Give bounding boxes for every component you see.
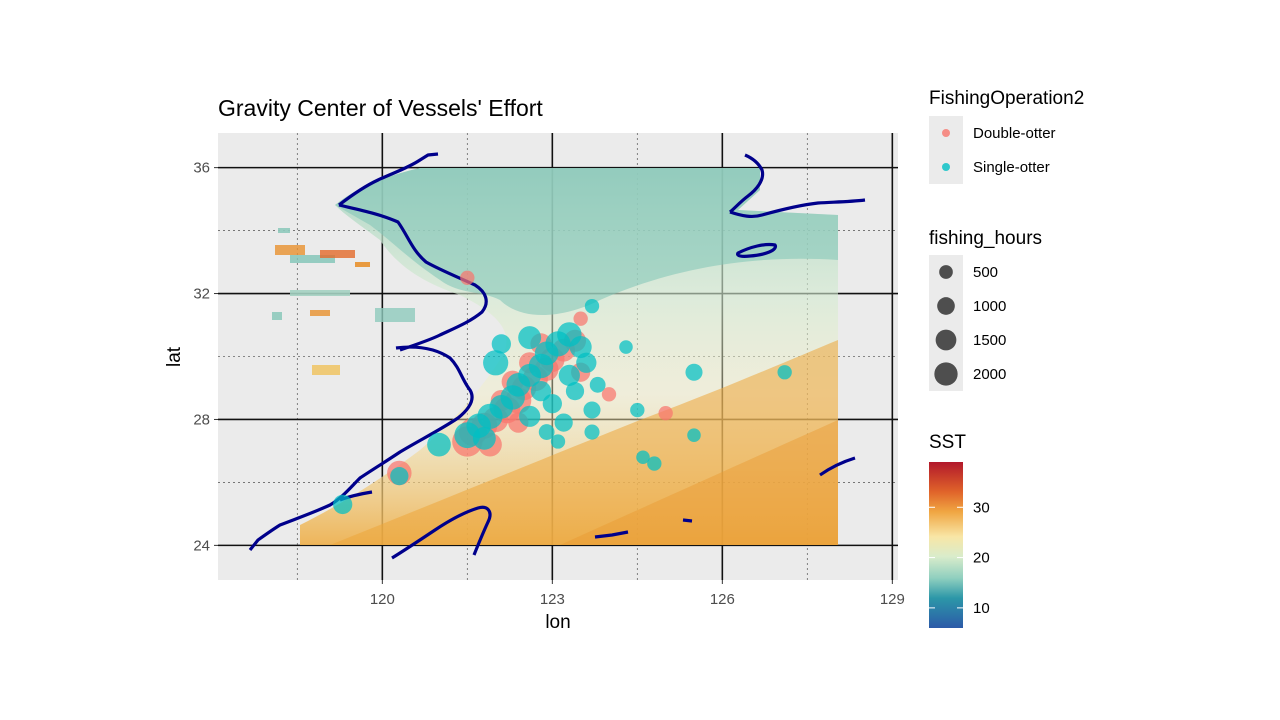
point-single-otter <box>565 382 585 401</box>
point-single-otter <box>554 413 573 432</box>
point-single-otter <box>530 380 552 402</box>
y-tick-label: 32 <box>193 286 210 303</box>
legend-key-single-otter <box>942 163 950 171</box>
legend-key-double-otter <box>942 129 950 137</box>
coast-island-1 <box>594 530 629 539</box>
point-single-otter <box>584 298 600 314</box>
sst-patches-west <box>272 228 415 375</box>
y-axis-ticks: 24 28 32 36 <box>193 160 218 554</box>
point-single-otter <box>390 467 409 486</box>
x-tick-label: 123 <box>540 591 565 608</box>
point-double-otter <box>658 405 673 421</box>
point-single-otter <box>636 450 650 465</box>
size-legend-label: 500 <box>973 264 998 281</box>
point-single-otter <box>685 363 703 381</box>
y-tick-label: 36 <box>193 160 210 177</box>
point-single-otter <box>427 432 451 457</box>
point-single-otter <box>483 350 509 376</box>
legend-label-single-otter: Single-otter <box>973 159 1050 176</box>
point-single-otter <box>576 352 597 373</box>
point-single-otter <box>558 364 580 386</box>
chart-title: Gravity Center of Vessels' Effort <box>218 95 543 121</box>
sst-field-warm-east <box>560 420 838 545</box>
point-single-otter <box>584 424 600 440</box>
legend-sst-title: SST <box>929 432 966 453</box>
coast-ryukyu <box>819 456 856 477</box>
point-single-otter <box>777 365 792 380</box>
size-legend-key <box>934 362 958 386</box>
point-single-otter <box>472 426 496 450</box>
sst-tick-label: 20 <box>973 550 990 567</box>
point-single-otter <box>538 424 555 440</box>
coast-taiwan <box>391 505 492 560</box>
point-single-otter <box>550 434 566 449</box>
point-single-otter <box>687 428 701 442</box>
coast-island-2 <box>682 518 693 523</box>
legend-sst: SST 10 20 30 <box>929 432 990 628</box>
x-tick-label: 129 <box>880 591 905 608</box>
y-tick-label: 24 <box>193 537 210 554</box>
point-single-otter <box>333 494 353 515</box>
sst-colorbar-ticks: 10 20 30 <box>929 499 990 617</box>
coast-shandong <box>338 152 439 207</box>
x-axis-label: lon <box>545 612 570 633</box>
coast-korea-west <box>728 153 765 214</box>
y-axis-label: lat <box>164 346 185 367</box>
legend-fishing-hours: fishing_hours 500 1000 1500 2000 <box>929 228 1042 391</box>
coastline <box>248 152 866 560</box>
size-legend-label: 1500 <box>973 332 1006 349</box>
size-legend-key <box>935 329 957 351</box>
size-legend-label: 2000 <box>973 366 1006 383</box>
point-single-otter <box>518 326 542 350</box>
point-single-otter <box>647 456 662 471</box>
point-single-otter <box>630 402 645 418</box>
sst-field-warm <box>330 340 838 545</box>
size-legend-label: 1000 <box>973 298 1006 315</box>
y-tick-label: 28 <box>193 411 210 428</box>
point-single-otter <box>619 340 633 354</box>
point-single-otter <box>569 336 592 359</box>
data-points <box>333 270 792 515</box>
coast-jiangsu <box>338 203 488 352</box>
legend-color-title: FishingOperation2 <box>929 88 1084 109</box>
point-single-otter <box>491 334 511 354</box>
point-single-otter <box>589 376 606 393</box>
size-legend-key <box>939 265 953 279</box>
size-legend-key <box>937 297 955 315</box>
sst-tick-label: 10 <box>973 600 990 617</box>
legend-label-double-otter: Double-otter <box>973 125 1056 142</box>
point-double-otter <box>460 270 475 285</box>
size-legend-keys: 500 1000 1500 2000 <box>929 255 1006 391</box>
point-single-otter <box>542 394 562 414</box>
point-single-otter <box>583 401 601 419</box>
sst-colorbar <box>929 462 963 628</box>
coast-jeju <box>736 242 778 258</box>
sst-tick-label: 30 <box>973 499 990 516</box>
point-single-otter <box>519 405 541 427</box>
point-double-otter <box>573 311 588 326</box>
coast-zhejiang-fujian <box>248 345 474 551</box>
point-double-otter <box>601 387 617 402</box>
x-tick-label: 120 <box>370 591 395 608</box>
coast-korea-south <box>729 198 866 219</box>
x-tick-label: 126 <box>710 591 735 608</box>
legend-size-title: fishing_hours <box>929 228 1042 249</box>
x-axis-ticks: 120 123 126 129 <box>370 580 905 608</box>
legend-fishing-operation: FishingOperation2 Double-otter Single-ot… <box>929 88 1084 184</box>
